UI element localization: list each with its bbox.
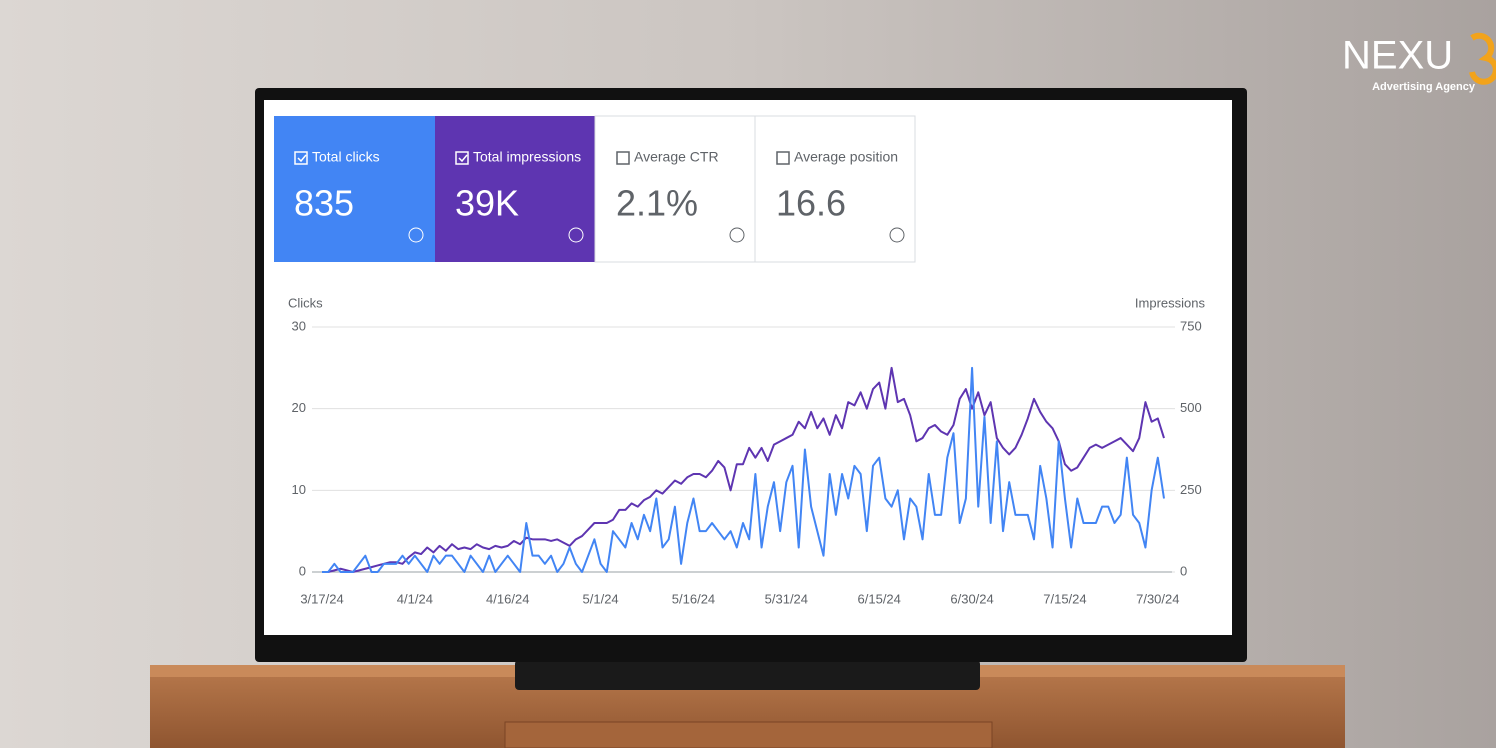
x-tick-label: 5/1/24 [583, 591, 619, 606]
checkboxes [294, 151, 905, 243]
y2-tick-label: 0 [1180, 563, 1187, 578]
y2-tick-label: 500 [1180, 400, 1202, 415]
card-impressions[interactable] [435, 116, 595, 262]
card-label: Average CTR [634, 149, 719, 165]
y-tick-label: 0 [299, 563, 306, 578]
y-tick-label: 20 [292, 400, 306, 415]
x-tick-label: 4/16/24 [486, 591, 529, 606]
y2-axis-title: Impressions [1135, 295, 1206, 310]
drawer [504, 721, 993, 748]
x-tick-label: 7/15/24 [1043, 591, 1086, 606]
x-tick-label: 5/16/24 [672, 591, 715, 606]
x-tick-label: 3/17/24 [300, 591, 343, 606]
card-label: Total impressions [473, 149, 581, 165]
card-label: Total clicks [312, 149, 380, 165]
y-tick-label: 30 [292, 318, 306, 333]
card-value: 835 [294, 183, 354, 224]
card-label: Average position [794, 149, 898, 165]
logo-name: NEXU [1342, 34, 1453, 78]
series-line [322, 366, 1165, 573]
card-value: 16.6 [776, 183, 846, 224]
card-value: 39K [455, 183, 519, 224]
card-clicks[interactable] [274, 116, 435, 262]
y2-tick-label: 750 [1180, 318, 1202, 333]
card-position[interactable] [754, 115, 916, 263]
tv-stand [515, 660, 980, 690]
x-tick-label: 6/30/24 [950, 591, 993, 606]
x-tick-label: 5/31/24 [765, 591, 808, 606]
logo-icon [1469, 32, 1496, 85]
y-axis-title: Clicks [288, 295, 323, 310]
x-tick-label: 6/15/24 [858, 591, 901, 606]
y2-tick-label: 250 [1180, 482, 1202, 497]
y-tick-label: 10 [292, 482, 306, 497]
x-tick-label: 4/1/24 [397, 591, 433, 606]
logo-tagline: Advertising Agency [1372, 81, 1476, 93]
x-tick-label: 7/30/24 [1136, 591, 1179, 606]
card-value: 2.1% [616, 183, 698, 224]
series-line [322, 366, 1165, 573]
plot: 0 10 20 30 0 250 500 750 3/17/24 4/1/24 4/16/24 5/1… [292, 318, 1202, 606]
